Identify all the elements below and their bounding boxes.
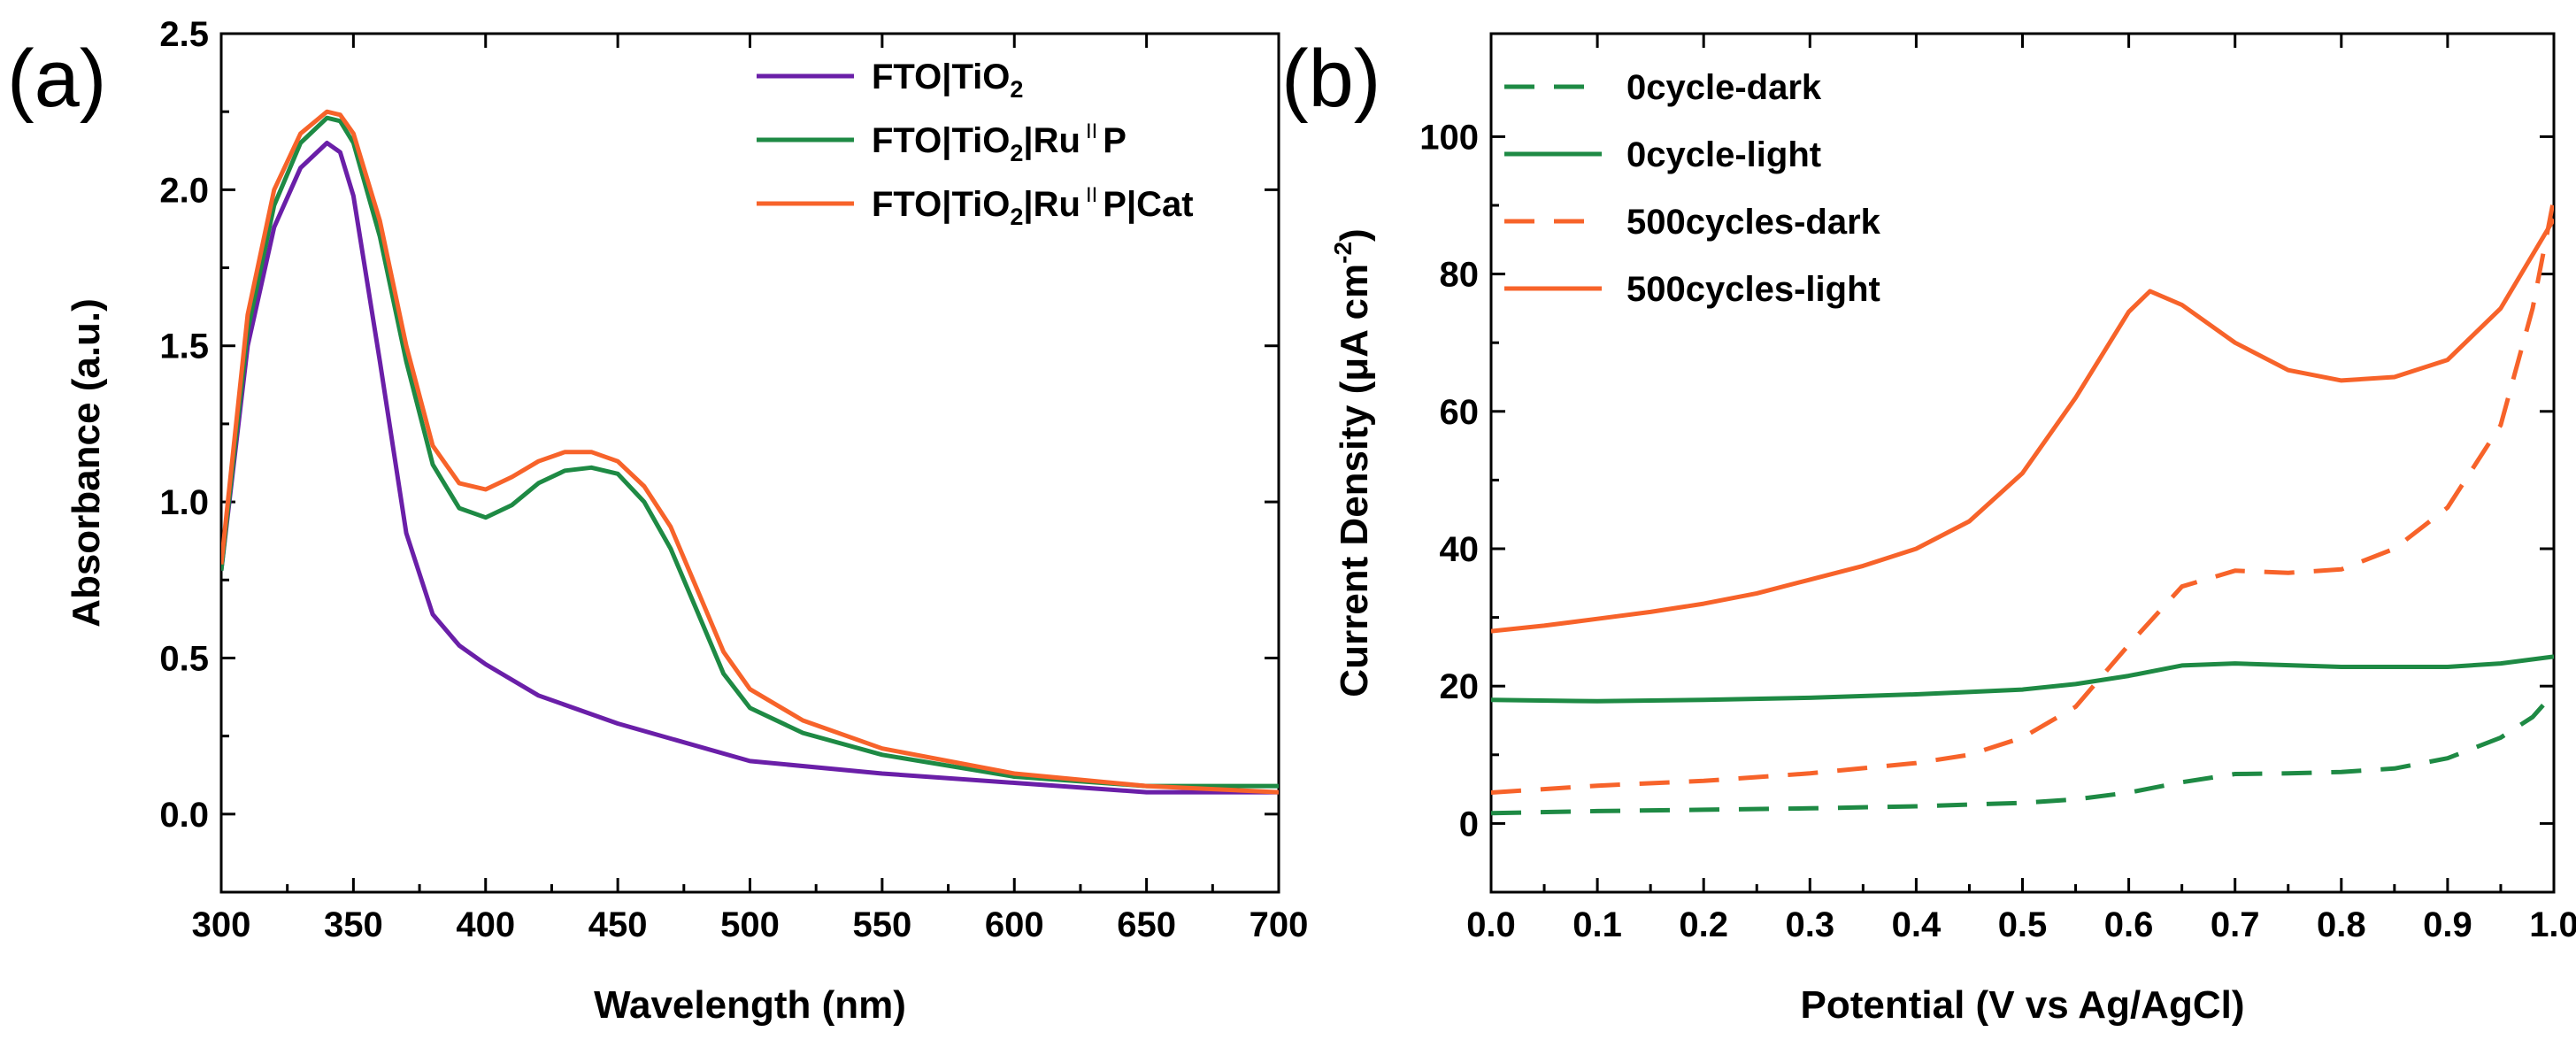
a-x-tick-label: 450 xyxy=(588,905,648,944)
a-y-tick-label: 1.0 xyxy=(159,483,209,522)
a-series-line-1 xyxy=(221,141,1279,795)
a-legend-label-3: FTO|TiO2|Ru II P|Cat xyxy=(872,183,1194,230)
a-x-tick-label: 350 xyxy=(324,905,383,944)
b-x-tick-label: 0.6 xyxy=(2104,905,2154,944)
b-y-axis-title-end: ) xyxy=(1333,228,1376,242)
b-y-tick-label: 40 xyxy=(1440,530,1480,569)
b-y-tick-label: 60 xyxy=(1440,393,1480,432)
a-legend-text-main: FTO|TiO xyxy=(872,58,1010,96)
b-x-tick-label: 0.4 xyxy=(1892,905,1942,944)
b-x-tick-label: 0.5 xyxy=(1998,905,2048,944)
a-legend-text-sub: 2 xyxy=(1010,204,1023,230)
a-legend-text-sub: 2 xyxy=(1010,76,1023,103)
a-series-group xyxy=(221,109,1279,795)
b-series-line-2 xyxy=(1491,654,2554,704)
b-legend-label-3: 500cycles-dark xyxy=(1626,203,1881,242)
a-legend-label-1: FTO|TiO2 xyxy=(872,58,1023,103)
a-y-tick-label: 0.5 xyxy=(159,639,209,678)
b-y-tick-label: 100 xyxy=(1419,118,1479,157)
b-legend-label-2: 0cycle-light xyxy=(1626,135,1821,174)
a-y-tick-label: 2.5 xyxy=(159,15,209,54)
b-series-line-4 xyxy=(1491,218,2554,634)
b-x-tick-label: 0.1 xyxy=(1573,905,1622,944)
a-series-line-2 xyxy=(221,115,1279,789)
a-y-tick-label: 0.0 xyxy=(159,796,209,835)
b-x-tick-label: 1.0 xyxy=(2529,905,2576,944)
a-legend-text-sup: II xyxy=(1086,183,1097,207)
a-legend-text-after: |Ru xyxy=(1023,121,1080,160)
a-legend-text-main: FTO|TiO xyxy=(872,185,1010,224)
a-x-tick-label: 300 xyxy=(192,905,251,944)
a-legend-text-end: P|Cat xyxy=(1103,185,1193,224)
a-y-axis-title: Absorbance (a.u.) xyxy=(65,298,108,628)
a-legend-text-main: FTO|TiO xyxy=(872,121,1010,160)
b-series-line-3 xyxy=(1491,197,2554,795)
b-y-tick-label: 0 xyxy=(1459,805,1479,843)
a-series-line-3 xyxy=(221,109,1279,795)
a-legend-text-after: |Ru xyxy=(1023,185,1080,224)
a-x-tick-label: 600 xyxy=(985,905,1044,944)
b-x-axis-title: Potential (V vs Ag/AgCl) xyxy=(1801,983,2245,1027)
b-panel-label: (b) xyxy=(1281,34,1380,124)
b-series-group xyxy=(1491,197,2554,816)
panel-a-absorbance-chart: 300 350 400 450 500 550 600 650 700 0.0 0.5 1.0 1.5 2… xyxy=(7,15,1308,1027)
a-panel-label: (a) xyxy=(7,34,106,124)
b-series-line-1 xyxy=(1491,691,2554,816)
a-legend-text-sub: 2 xyxy=(1010,140,1023,166)
b-x-tick-label: 0.7 xyxy=(2211,905,2260,944)
a-x-tick-label: 400 xyxy=(456,905,515,944)
b-x-tick-label: 0.8 xyxy=(2317,905,2366,944)
a-x-tick-label: 550 xyxy=(853,905,912,944)
b-legend-label-1: 0cycle-dark xyxy=(1626,68,1822,107)
a-legend-text-sup: II xyxy=(1086,119,1097,143)
a-x-tick-label: 700 xyxy=(1250,905,1309,944)
b-y-tick-label: 20 xyxy=(1440,667,1480,706)
b-x-tick-label: 0.0 xyxy=(1466,905,1516,944)
b-y-axis-title-sup: -2 xyxy=(1329,242,1357,264)
b-x-tick-label: 0.2 xyxy=(1679,905,1728,944)
a-legend-label-2: FTO|TiO2|Ru II P xyxy=(872,119,1127,166)
b-y-axis-title: Current Density (μA cm-2) xyxy=(1329,228,1376,697)
panel-b-current-density-chart: 0.0 0.1 0.2 0.3 0.4 0.5 0.6 0.7 0.8 0.9 1.0 0 20 40 60… xyxy=(1281,32,2576,1027)
a-plot-frame xyxy=(219,32,1280,894)
b-legend-label-4: 500cycles-light xyxy=(1626,270,1880,309)
b-x-tick-label: 0.9 xyxy=(2423,905,2472,944)
a-legend-text-end: P xyxy=(1103,121,1127,160)
b-y-axis-title-main: Current Density (μA cm xyxy=(1333,264,1376,697)
a-x-axis-title: Wavelength (nm) xyxy=(594,983,906,1027)
a-x-tick-label: 650 xyxy=(1117,905,1176,944)
b-x-tick-label: 0.3 xyxy=(1785,905,1834,944)
a-x-tick-label: 500 xyxy=(720,905,780,944)
a-y-tick-label: 2.0 xyxy=(159,171,209,210)
b-legend: 0cycle-dark 0cycle-light 500cycles-dark 500… xyxy=(1504,68,1881,309)
b-y-tick-label: 80 xyxy=(1440,256,1480,295)
a-y-tick-label: 1.5 xyxy=(159,327,209,366)
